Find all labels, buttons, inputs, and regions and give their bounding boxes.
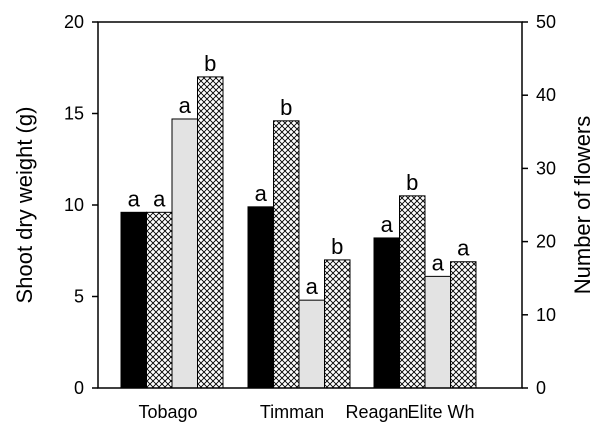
category-label: Reagan <box>345 402 408 422</box>
significance-letter: b <box>331 234 343 259</box>
y-tick-label: 0 <box>74 378 84 398</box>
y-tick-label: 5 <box>74 287 84 307</box>
y2-tick-label: 0 <box>536 378 546 398</box>
bar <box>399 195 426 389</box>
significance-letter: a <box>432 250 445 275</box>
bar <box>197 76 224 389</box>
significance-letter: a <box>457 236 470 261</box>
significance-letter: b <box>406 170 418 195</box>
significance-letter: a <box>153 186 166 211</box>
significance-letter: a <box>128 186 141 211</box>
bar <box>298 299 325 389</box>
significance-letter: a <box>255 181 268 206</box>
bar <box>171 118 198 389</box>
y2-tick-label: 30 <box>536 158 556 178</box>
bar <box>424 275 451 389</box>
y2-tick-label: 40 <box>536 85 556 105</box>
category-label: Elite Wh <box>407 402 474 422</box>
significance-letter: a <box>381 212 394 237</box>
left-axis: 0 5 10 15 20 <box>64 12 98 398</box>
significance-letter: b <box>280 95 292 120</box>
bar <box>373 237 400 389</box>
significance-letter: a <box>179 93 192 118</box>
bar <box>120 211 147 389</box>
significance-letter: b <box>204 51 216 76</box>
right-axis: 0 10 20 30 40 50 <box>522 12 556 398</box>
category-label: Tobago <box>138 402 197 422</box>
bar <box>324 259 351 389</box>
y2-tick-label: 50 <box>536 12 556 32</box>
y-tick-label: 20 <box>64 12 84 32</box>
y2-tick-label: 20 <box>536 232 556 252</box>
bar <box>146 211 173 389</box>
y-tick-label: 10 <box>64 195 84 215</box>
bar <box>273 120 300 389</box>
category-label: Timman <box>260 402 324 422</box>
bar <box>247 206 274 389</box>
y2-tick-label: 10 <box>536 305 556 325</box>
significance-letter: a <box>306 274 319 299</box>
y-tick-label: 15 <box>64 104 84 124</box>
y2-axis-title: Number of flowers <box>570 116 595 295</box>
y-axis-title: Shoot dry weight (g) <box>12 107 37 304</box>
bar <box>450 261 477 389</box>
